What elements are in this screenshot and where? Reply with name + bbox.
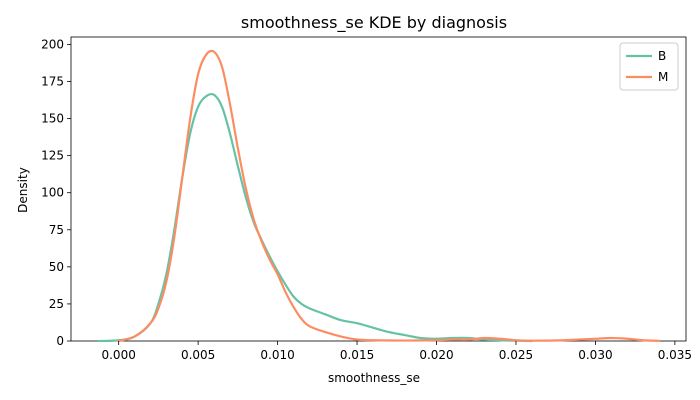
x-axis: 0.000 0.005 0.010 0.015 0.020 0.025 0.030 0.035 xyxy=(101,341,692,362)
x-tick-label: 0.030 xyxy=(578,348,612,362)
x-axis-label: smoothness_se xyxy=(328,371,420,385)
y-tick-label: 100 xyxy=(41,186,64,200)
x-tick-label: 0.015 xyxy=(340,348,374,362)
y-tick-label: 150 xyxy=(41,112,64,126)
x-tick-label: 0.005 xyxy=(181,348,215,362)
legend-label-m: M xyxy=(658,70,668,84)
y-tick-label: 125 xyxy=(41,149,64,163)
x-tick-label: 0.025 xyxy=(499,348,533,362)
y-tick-label: 0 xyxy=(56,334,64,348)
y-tick-label: 25 xyxy=(49,297,64,311)
series-layer xyxy=(98,49,661,343)
y-tick-label: 175 xyxy=(41,74,64,88)
legend-box xyxy=(619,42,679,91)
x-tick-label: 0.035 xyxy=(658,348,692,362)
y-tick-label: 75 xyxy=(49,223,64,237)
x-tick-label: 0.010 xyxy=(260,348,294,362)
y-tick-label: 200 xyxy=(41,37,64,51)
y-axis-label: Density xyxy=(16,167,30,213)
legend-label-b: B xyxy=(658,49,666,63)
y-axis: 0 25 50 75 100 125 150 175 200 xyxy=(41,37,71,348)
legend: BM xyxy=(619,42,679,91)
series-line-m xyxy=(117,49,661,343)
x-tick-label: 0.000 xyxy=(101,348,135,362)
chart-title: smoothness_se KDE by diagnosis xyxy=(241,13,507,33)
y-tick-label: 50 xyxy=(49,260,64,274)
x-tick-label: 0.020 xyxy=(419,348,453,362)
series-line-b xyxy=(98,92,533,343)
